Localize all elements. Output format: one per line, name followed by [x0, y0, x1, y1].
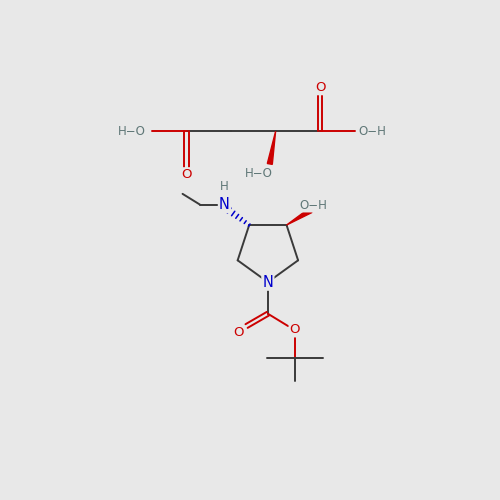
Text: N: N	[262, 274, 274, 289]
Text: H: H	[220, 180, 229, 193]
Text: N: N	[219, 197, 230, 212]
Polygon shape	[268, 131, 276, 164]
Text: O: O	[290, 324, 300, 336]
Text: H−O: H−O	[118, 124, 146, 138]
Text: O: O	[181, 168, 192, 181]
Text: O: O	[315, 81, 326, 94]
Text: O: O	[234, 326, 244, 340]
Text: O−H: O−H	[358, 124, 386, 138]
Polygon shape	[286, 208, 312, 225]
Text: O−H: O−H	[300, 198, 328, 211]
Text: H−O: H−O	[245, 167, 273, 180]
